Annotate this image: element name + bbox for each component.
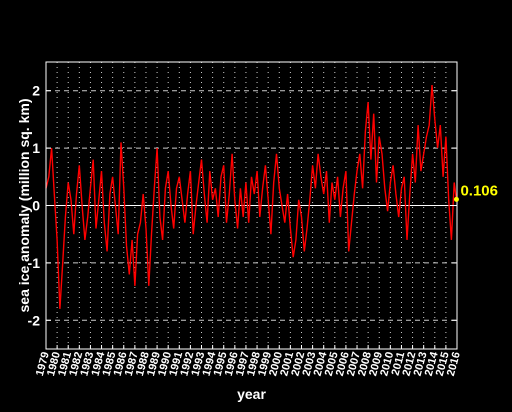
y-axis-title: sea ice anomaly (million sq. km) (16, 99, 32, 313)
y-tick-label: 0 (32, 198, 40, 214)
latest-value-marker (453, 196, 459, 202)
latest-value-label: 0.106 (460, 182, 498, 199)
series-line-sea-ice-anomaly (45, 84, 458, 309)
y-tick-label: -1 (28, 255, 41, 271)
y-axis-ticks: -2 -1 0 1 2 (28, 83, 457, 328)
grid (45, 62, 458, 349)
y-tick-label: 2 (32, 83, 40, 99)
y-tick-label: -2 (28, 312, 41, 328)
x-axis-title: year (237, 386, 266, 402)
y-tick-label: 1 (32, 140, 40, 156)
x-axis-ticks: 1979198019811982198319841985198619871988… (34, 345, 463, 377)
x-tick-label: 2011 (390, 351, 408, 377)
